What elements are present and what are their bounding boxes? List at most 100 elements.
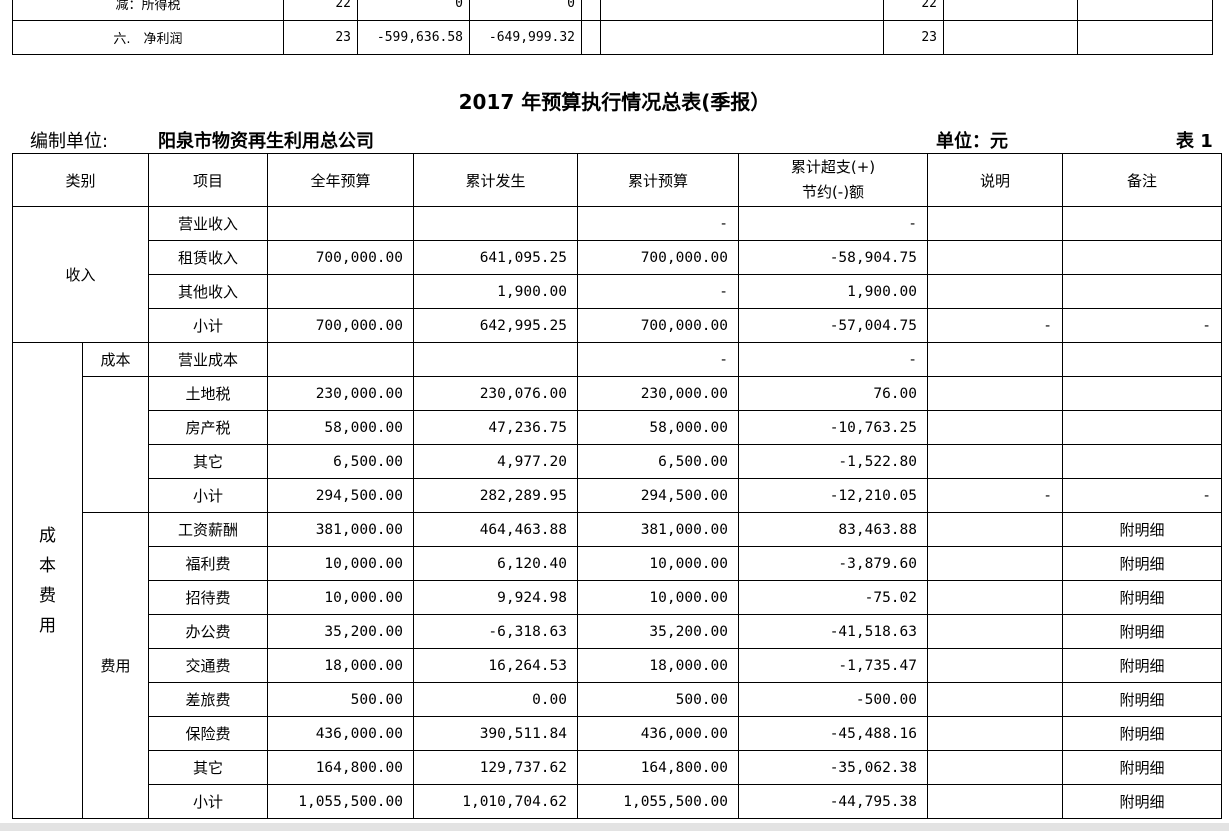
budget-cell: 58,000.00 bbox=[577, 410, 739, 445]
table-row: 租赁收入 700,000.00 641,095.25 700,000.00 -58,90… bbox=[13, 240, 1222, 275]
variance-cell: -41,518.63 bbox=[738, 614, 928, 649]
variance-cell: - bbox=[738, 206, 928, 241]
annual-cell bbox=[267, 274, 414, 309]
actual-cell: 47,236.75 bbox=[413, 410, 578, 445]
table-row: 其它 164,800.00 129,737.62 164,800.00 -35,062.… bbox=[13, 750, 1222, 785]
unit-label: 单位：元 bbox=[936, 131, 1008, 152]
item-cell: 福利费 bbox=[148, 546, 268, 581]
annual-cell: 230,000.00 bbox=[267, 376, 414, 411]
annual-cell: 164,800.00 bbox=[267, 750, 414, 785]
note-cell bbox=[927, 648, 1063, 683]
value-cell: 0 bbox=[469, 0, 582, 21]
actual-cell: 1,010,704.62 bbox=[413, 784, 578, 819]
table-row: 保险费 436,000.00 390,511.84 436,000.00 -45,488… bbox=[13, 716, 1222, 751]
item-cell: 营业收入 bbox=[148, 206, 268, 241]
value-cell: -599,636.58 bbox=[357, 20, 470, 55]
group-income: 收入 bbox=[12, 206, 149, 343]
header-variance: 累计超支(+) 节约(-)额 bbox=[738, 153, 928, 207]
table-row: 成本费用 成本 营业成本 - - bbox=[12, 342, 1222, 819]
annual-cell: 381,000.00 bbox=[267, 512, 414, 547]
remark-cell: 附明细 bbox=[1062, 546, 1222, 581]
budget-cell: 500.00 bbox=[577, 682, 739, 717]
variance-cell: -500.00 bbox=[738, 682, 928, 717]
budget-cell: - bbox=[577, 342, 739, 377]
header-remark: 备注 bbox=[1062, 153, 1222, 207]
note-cell bbox=[927, 342, 1063, 377]
variance-cell: -57,004.75 bbox=[738, 308, 928, 343]
budget-cell: - bbox=[577, 206, 739, 241]
note-cell: - bbox=[927, 308, 1063, 343]
remark-cell: 附明细 bbox=[1062, 750, 1222, 785]
remark-cell: 附明细 bbox=[1062, 648, 1222, 683]
remark-cell bbox=[1062, 444, 1222, 479]
budget-cell: 10,000.00 bbox=[577, 546, 739, 581]
header-category: 类别 bbox=[12, 153, 149, 207]
actual-cell: 1,900.00 bbox=[413, 274, 578, 309]
empty-cell bbox=[1077, 0, 1213, 21]
annual-cell: 58,000.00 bbox=[267, 410, 414, 445]
annual-cell: 436,000.00 bbox=[267, 716, 414, 751]
table-row: 交通费 18,000.00 16,264.53 18,000.00 -1,735.47 附… bbox=[13, 648, 1222, 683]
item-cell: 营业成本 bbox=[148, 342, 268, 377]
header-variance-line1: 累计超支(+) bbox=[790, 158, 876, 176]
annual-cell: 700,000.00 bbox=[267, 308, 414, 343]
horizontal-scrollbar[interactable] bbox=[0, 823, 1229, 831]
remark-cell: 附明细 bbox=[1062, 512, 1222, 547]
table-row: 六. 净利润 23 -599,636.58 -649,999.32 23 bbox=[12, 20, 1213, 55]
actual-cell: 464,463.88 bbox=[413, 512, 578, 547]
remark-cell: 附明细 bbox=[1062, 580, 1222, 615]
item-cell: 其它 bbox=[148, 750, 268, 785]
budget-cell: 6,500.00 bbox=[577, 444, 739, 479]
annual-cell: 700,000.00 bbox=[267, 240, 414, 275]
budget-cell: 700,000.00 bbox=[577, 308, 739, 343]
remark-cell: 附明细 bbox=[1062, 716, 1222, 751]
group-expense: 费用 bbox=[82, 512, 149, 819]
table-row: 小计 1,055,500.00 1,010,704.62 1,055,500.00 -4… bbox=[13, 784, 1222, 819]
header-actual: 累计发生 bbox=[413, 153, 578, 207]
line-cell: 22 bbox=[883, 0, 944, 21]
actual-cell: 390,511.84 bbox=[413, 716, 578, 751]
empty-cell bbox=[943, 20, 1078, 55]
table-row: 招待费 10,000.00 9,924.98 10,000.00 -75.02 附明细 bbox=[13, 580, 1222, 615]
item-cell: 租赁收入 bbox=[148, 240, 268, 275]
annual-cell: 1,055,500.00 bbox=[267, 784, 414, 819]
table-row: 差旅费 500.00 0.00 500.00 -500.00 附明细 bbox=[13, 682, 1222, 717]
variance-cell: -1,735.47 bbox=[738, 648, 928, 683]
note-cell bbox=[927, 750, 1063, 785]
remark-cell: 附明细 bbox=[1062, 614, 1222, 649]
variance-cell: -3,879.60 bbox=[738, 546, 928, 581]
item-cell: 小计 bbox=[148, 308, 268, 343]
item-cell: 差旅费 bbox=[148, 682, 268, 717]
note-cell bbox=[927, 580, 1063, 615]
header-budget: 累计预算 bbox=[577, 153, 739, 207]
note-cell bbox=[927, 240, 1063, 275]
remark-cell bbox=[1062, 206, 1222, 241]
table-row: 收入 营业收入 - - bbox=[12, 206, 1222, 343]
item-cell: 保险费 bbox=[148, 716, 268, 751]
remark-cell: 附明细 bbox=[1062, 682, 1222, 717]
table-row: 减：所得税 22 0 0 22 bbox=[12, 0, 1213, 21]
org-name: 阳泉市物资再生利用总公司 bbox=[158, 131, 374, 152]
note-cell: - bbox=[927, 478, 1063, 513]
note-cell bbox=[927, 444, 1063, 479]
table-row: 办公费 35,200.00 -6,318.63 35,200.00 -41,518.63… bbox=[13, 614, 1222, 649]
item-cell: 其他收入 bbox=[148, 274, 268, 309]
remark-cell bbox=[1062, 342, 1222, 377]
budget-cell: - bbox=[577, 274, 739, 309]
variance-cell: -58,904.75 bbox=[738, 240, 928, 275]
budget-cell: 10,000.00 bbox=[577, 580, 739, 615]
annual-cell: 18,000.00 bbox=[267, 648, 414, 683]
actual-cell bbox=[413, 206, 578, 241]
budget-table: 类别 项目 全年预算 累计发生 累计预算 累计超支(+) 节约(-)额 说明 备注… bbox=[12, 153, 1222, 819]
value-cell: -649,999.32 bbox=[469, 20, 582, 55]
org-label: 编制单位: bbox=[30, 131, 109, 152]
note-cell bbox=[927, 682, 1063, 717]
table-row: 小计 700,000.00 642,995.25 700,000.00 -57,004.… bbox=[13, 308, 1222, 343]
empty-cell bbox=[600, 0, 884, 21]
budget-cell: 1,055,500.00 bbox=[577, 784, 739, 819]
item-cell: 小计 bbox=[148, 784, 268, 819]
budget-cell: 164,800.00 bbox=[577, 750, 739, 785]
table-row: 小计 294,500.00 282,289.95 294,500.00 -12,210.… bbox=[13, 478, 1222, 513]
variance-cell: 1,900.00 bbox=[738, 274, 928, 309]
actual-cell: 9,924.98 bbox=[413, 580, 578, 615]
